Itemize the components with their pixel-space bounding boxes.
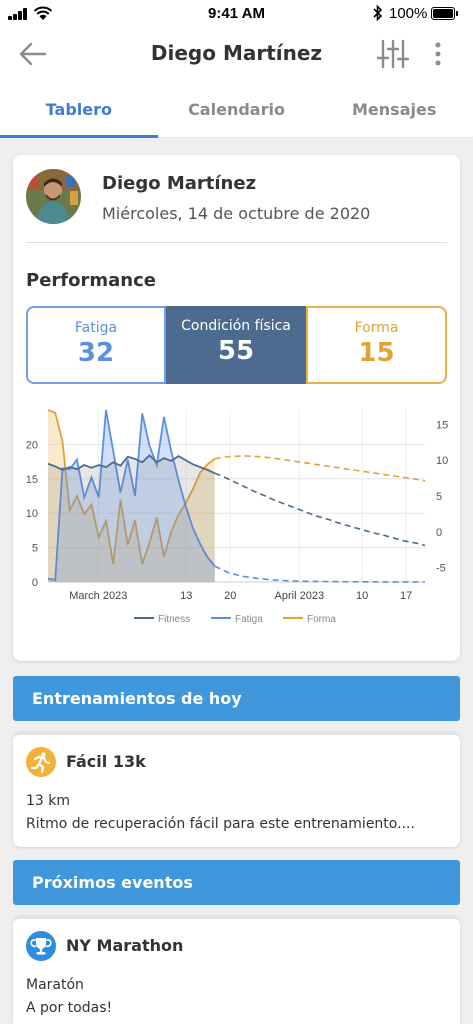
metric-fatiga[interactable]: Fatiga 32 (26, 306, 166, 384)
series-area-fitness (48, 455, 215, 582)
tab-tablero[interactable]: Tablero (0, 80, 158, 138)
y-right-tick-label: 15 (436, 419, 448, 431)
y-left-tick-label: 0 (32, 577, 38, 589)
metric-label: Fatiga (74, 320, 118, 336)
more-vertical-icon[interactable] (432, 40, 444, 68)
event-note: A por todas! (26, 1000, 113, 1016)
workout-title: Fácil 13k (66, 752, 146, 771)
app-header: Diego Martínez (0, 28, 473, 80)
y-right-tick-label: 10 (436, 455, 448, 467)
y-right-tick-label: 0 (436, 527, 442, 539)
battery-percent: 100% (389, 5, 428, 22)
legend-label: Fitness (158, 614, 190, 625)
metric-condicion-fisica[interactable]: Condición física 55 (166, 306, 306, 384)
workout-card[interactable]: Fácil 13k 13 km Ritmo de recuperación fá… (13, 731, 460, 847)
legend-label: Forma (307, 614, 336, 625)
x-tick-label: 13 (180, 590, 192, 602)
tab-mensajes[interactable]: Mensajes (352, 100, 437, 119)
metric-label: Condición física (181, 318, 291, 334)
series-projection-forma (214, 455, 426, 482)
workout-distance: 13 km (26, 793, 71, 809)
x-tick-label: 10 (356, 590, 368, 602)
x-tick-label: March 2023 (69, 590, 127, 602)
series-area-fatiga (48, 410, 215, 582)
page-title: Diego Martínez (150, 41, 323, 65)
event-type: Maratón (26, 977, 84, 993)
back-arrow-icon[interactable] (18, 40, 48, 68)
event-title: NY Marathon (66, 936, 184, 955)
series-line-fatiga (47, 409, 216, 582)
series-projection-fitness (214, 472, 426, 547)
athlete-date: Miércoles, 14 de octubre de 2020 (102, 204, 371, 223)
performance-chart-svg: 0 5 10 15 20 -5 0 5 10 15 March 2023 13 20 April 2023… (26, 409, 448, 625)
metric-label: Forma (354, 320, 399, 336)
series-area-forma (48, 410, 215, 582)
athlete-name: Diego Martínez (102, 173, 257, 194)
metrics-row: Fatiga 32 Condición física 55 Forma 15 (26, 306, 447, 384)
event-card[interactable]: NY Marathon Maratón A por todas! (13, 915, 460, 1024)
section-events[interactable]: Próximos eventos (13, 860, 460, 905)
series-line-forma (47, 409, 216, 565)
x-tick-label: 20 (224, 590, 236, 602)
avatar[interactable] (26, 169, 81, 224)
status-time: 9:41 AM (208, 5, 265, 22)
battery-icon (431, 7, 458, 20)
series-line-fitness (47, 454, 216, 475)
athlete-card: Diego Martínez Miércoles, 14 de octubre … (13, 155, 460, 661)
x-tick-label: 17 (400, 590, 412, 602)
x-tick-label: April 2023 (275, 590, 325, 602)
legend-label: Fatiga (235, 614, 263, 625)
performance-title: Performance (26, 270, 156, 291)
y-left-tick-label: 15 (26, 474, 38, 486)
signal-icon (8, 8, 30, 20)
series-projection-fatiga (214, 565, 425, 583)
performance-chart: 0 5 10 15 20 -5 0 5 10 15 March 2023 13 20 April 2023… (13, 405, 460, 635)
divider (26, 242, 447, 243)
tab-calendario[interactable]: Calendario (188, 100, 285, 119)
y-right-tick-label: 5 (436, 491, 442, 503)
trophy-icon (26, 931, 56, 961)
workout-description: Ritmo de recuperación fácil para este en… (26, 816, 415, 832)
section-today[interactable]: Entrenamientos de hoy (13, 676, 460, 721)
metric-value: 32 (77, 338, 115, 368)
sliders-icon[interactable] (377, 39, 409, 69)
metric-value: 15 (358, 338, 395, 368)
tab-bar: Tablero Calendario Mensajes (0, 80, 473, 138)
y-left-tick-label: 10 (26, 508, 38, 520)
y-left-tick-label: 5 (32, 543, 38, 555)
running-icon (26, 747, 56, 777)
metric-forma[interactable]: Forma 15 (306, 306, 447, 384)
wifi-icon (33, 6, 53, 20)
y-right-tick-label: -5 (436, 563, 446, 575)
bluetooth-icon (373, 4, 383, 22)
y-left-tick-label: 20 (26, 439, 38, 451)
status-bar: 9:41 AM 100% (0, 0, 473, 28)
metric-value: 55 (217, 336, 255, 366)
